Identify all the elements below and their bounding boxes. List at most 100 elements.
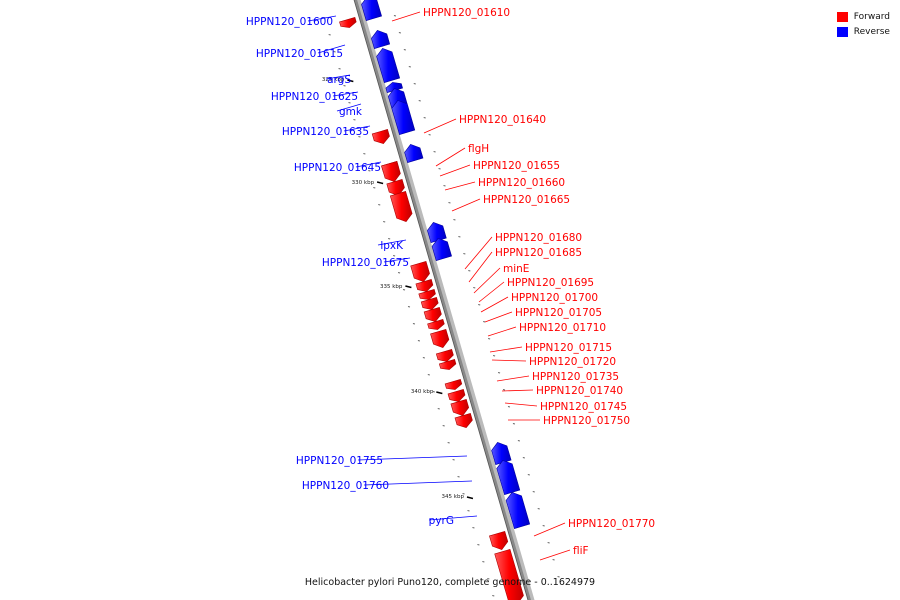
gene-pyrg[interactable]: [505, 492, 531, 529]
gene-label-hppn120-01615[interactable]: HPPN120_01615: [256, 48, 343, 60]
reverse-swatch: [836, 26, 848, 37]
gene-label-hppn120-01700[interactable]: HPPN120_01700: [511, 292, 598, 304]
gene-hppn120-01715[interactable]: [435, 349, 454, 362]
minor-tick: [403, 48, 406, 51]
gene-hppn120-01755[interactable]: [491, 442, 512, 465]
gene-label-hppn120-01665[interactable]: HPPN120_01665: [483, 194, 570, 206]
gene-hppn120-01710[interactable]: [430, 329, 450, 348]
minor-tick: [413, 82, 416, 85]
gene-hppn120-01615[interactable]: [371, 30, 391, 49]
minor-tick: [532, 490, 535, 493]
gene-label-hppn120-01640[interactable]: HPPN120_01640: [459, 114, 546, 126]
label-leader-lines: [307, 11, 571, 561]
gene-hppn120-01745[interactable]: [450, 399, 470, 416]
leader-pyrg: [428, 515, 478, 521]
gene-label-hppn120-01635[interactable]: HPPN120_01635: [282, 126, 369, 138]
gene-label-hppn120-01735[interactable]: HPPN120_01735: [532, 371, 619, 383]
minor-tick: [418, 99, 421, 102]
gene-label-hppn120-01625[interactable]: HPPN120_01625: [271, 91, 358, 103]
leader-hppn120-01675: [383, 257, 411, 263]
gene-label-hppn120-01745[interactable]: HPPN120_01745: [540, 401, 627, 413]
gene-label-args[interactable]: argS: [327, 74, 351, 86]
minor-tick: [447, 442, 450, 444]
gene-hppn120-01640[interactable]: [371, 129, 390, 144]
gene-hppn120-01750[interactable]: [454, 413, 473, 428]
gene-hppn120-01700[interactable]: [423, 307, 442, 322]
gene-label-hppn120-01755[interactable]: HPPN120_01755: [296, 455, 383, 467]
gene-label-hppn120-01720[interactable]: HPPN120_01720: [529, 356, 616, 368]
gene-label-gmk[interactable]: gmk: [339, 106, 363, 118]
gene-hppn120-01695[interactable]: [420, 297, 439, 310]
gene-hppn120-01740[interactable]: [447, 389, 466, 402]
gene-hppn120-01735[interactable]: [444, 379, 463, 390]
minor-tick: [353, 119, 356, 121]
minor-tick: [363, 153, 366, 155]
gene-label-hppn120-01685[interactable]: HPPN120_01685: [495, 247, 582, 259]
minor-tick: [438, 167, 441, 170]
minor-tick: [517, 439, 521, 442]
gene-label-hppn120-01660[interactable]: HPPN120_01660: [478, 177, 565, 189]
gene-hppn120-01680[interactable]: [410, 261, 430, 282]
minor-tick: [483, 320, 486, 323]
gene-label-hppn120-01750[interactable]: HPPN120_01750: [543, 415, 630, 427]
minor-tick: [487, 578, 490, 580]
legend-item-reverse: Reverse: [836, 24, 890, 39]
leader-hppn120-01745: [504, 402, 538, 407]
minor-tick: [343, 85, 346, 87]
gene-hppn120-01665[interactable]: [389, 191, 413, 222]
gene-hppn120-01600[interactable]: [361, 0, 382, 21]
gene-label-pyrg[interactable]: pyrG: [429, 515, 454, 527]
gene-args[interactable]: [376, 48, 401, 83]
gene-label-hppn120-01680[interactable]: HPPN120_01680: [495, 232, 582, 244]
gene-label-hppn120-01600[interactable]: HPPN120_01600: [246, 16, 333, 28]
gene-label-hppn120-01715[interactable]: HPPN120_01715: [525, 342, 612, 354]
minor-tick: [472, 527, 475, 529]
gene-label-mine[interactable]: minE: [503, 263, 529, 275]
legend-label-forward: Forward: [853, 11, 890, 22]
minor-tick: [427, 374, 430, 376]
gene-label-flif[interactable]: fliF: [573, 545, 589, 557]
minor-tick: [492, 354, 496, 357]
gene-hppn120-01660[interactable]: [386, 179, 405, 196]
gene-hppn120-01685[interactable]: [415, 279, 434, 292]
gene-hppn120-01655[interactable]: [381, 161, 401, 182]
minor-tick: [463, 252, 466, 255]
gene-label-hppn120-01695[interactable]: HPPN120_01695: [507, 277, 594, 289]
gene-hppn120-01720[interactable]: [438, 359, 457, 370]
minor-tick: [383, 221, 386, 223]
legend: Forward Reverse: [836, 9, 890, 39]
gene-label-hppn120-01710[interactable]: HPPN120_01710: [519, 322, 606, 334]
gene-hppn120-01675[interactable]: [431, 238, 452, 261]
leader-hppn120-01665: [451, 198, 481, 212]
leader-hppn120-01645: [355, 161, 382, 168]
leader-hppn120-01770: [533, 522, 566, 537]
minor-tick: [388, 238, 391, 240]
gene-hppn120-01635[interactable]: [391, 100, 416, 135]
gene-label-hppn120-01655[interactable]: HPPN120_01655: [473, 160, 560, 172]
gene-label-hppn120-01645[interactable]: HPPN120_01645: [294, 162, 381, 174]
minor-tick: [482, 561, 485, 563]
kbp-tick-label: 340 kbp: [411, 389, 434, 395]
gene-mine[interactable]: [418, 289, 436, 300]
gene-label-hppn120-01610[interactable]: HPPN120_01610: [423, 7, 510, 19]
gene-hppn120-01610[interactable]: [339, 17, 357, 28]
legend-label-reverse: Reverse: [853, 26, 890, 37]
leader-args: [325, 74, 351, 80]
minor-tick: [328, 34, 331, 36]
gene-label-hppn120-01740[interactable]: HPPN120_01740: [536, 385, 623, 397]
minor-tick: [428, 133, 431, 136]
gene-label-hppn120-01705[interactable]: HPPN120_01705: [515, 307, 602, 319]
gene-hppn120-01770[interactable]: [489, 531, 509, 550]
gene-hppn120-01705[interactable]: [427, 319, 445, 330]
minor-tick: [437, 408, 440, 410]
gene-label-hppn120-01675[interactable]: HPPN120_01675: [322, 257, 409, 269]
gene-label-hppn120-01760[interactable]: HPPN120_01760: [302, 480, 389, 492]
gene-label-flgh[interactable]: flgH: [468, 143, 489, 155]
gene-hppn120-01645[interactable]: [404, 144, 424, 163]
minor-tick: [477, 544, 480, 546]
gene-label-hppn120-01770[interactable]: HPPN120_01770: [568, 518, 655, 530]
kbp-tick-label: 330 kbp: [352, 180, 375, 186]
kbp-tick-label: 345 kbp: [442, 494, 465, 500]
gene-label-lpxk[interactable]: lpxK: [380, 240, 404, 252]
